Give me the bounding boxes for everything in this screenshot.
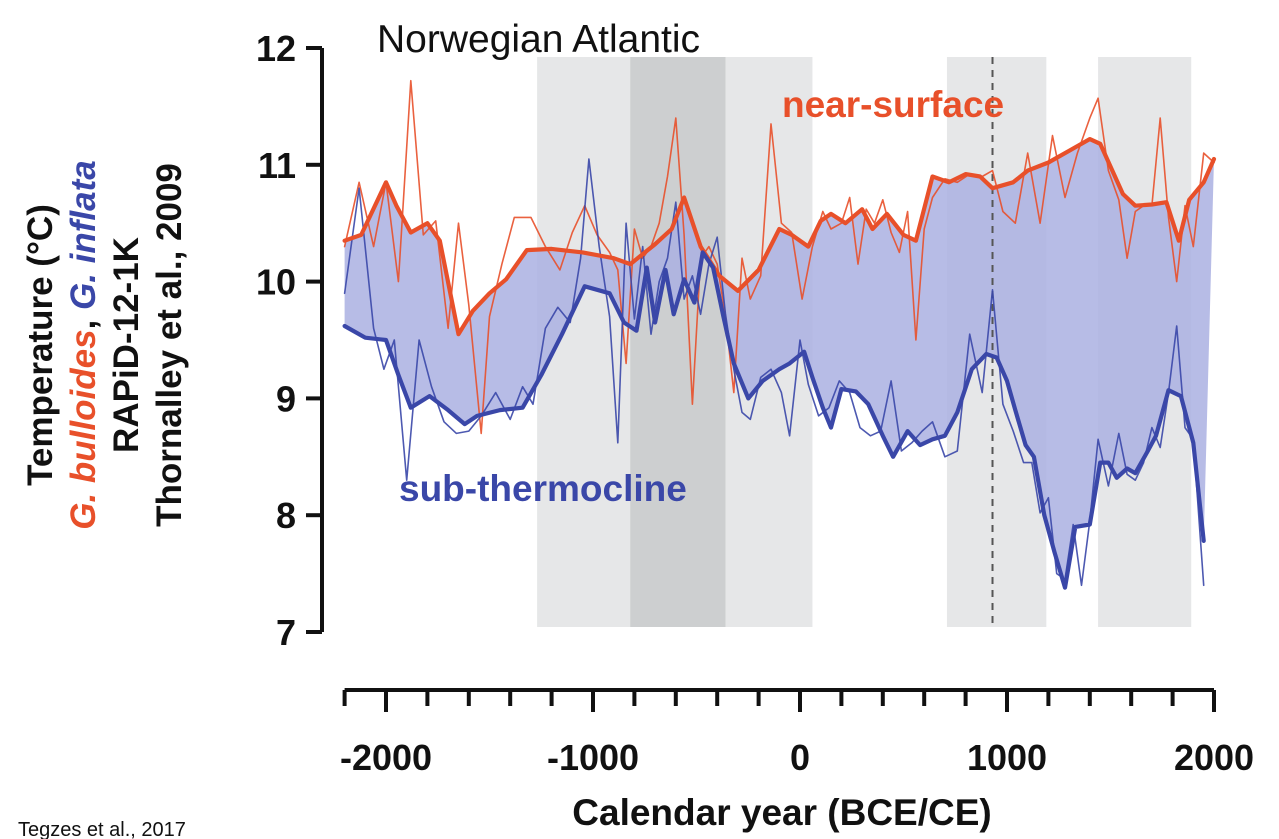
x-tick-label--2000: -2000 — [340, 737, 432, 778]
species-inflata: G. inflata — [64, 160, 103, 310]
series-lines — [342, 79, 1217, 590]
y-tick-label-11: 11 — [258, 145, 296, 186]
y-axis: 7 8 9 10 11 12 — [256, 28, 324, 653]
y-tick-label-7: 7 — [276, 612, 296, 653]
y-tick-label-10: 10 — [256, 262, 296, 303]
species-separator: , — [64, 310, 103, 329]
y-tick-label-8: 8 — [276, 495, 296, 536]
series-line-near-surface-smoothed — [342, 137, 1217, 337]
sub-thermocline-label: sub-thermocline — [399, 468, 687, 509]
x-axis-title: Calendar year (BCE/CE) — [572, 792, 991, 833]
y-axis-title-line3: RAPiD-12-1K — [107, 237, 146, 453]
x-tick-label-0: 0 — [790, 737, 810, 778]
y-axis-title-line2: G. bulloides, G. inflata — [64, 160, 103, 530]
series-line-sub-thermocline-smoothed — [342, 250, 1206, 590]
y-axis-title-line4: Thornalley et al., 2009 — [150, 163, 189, 527]
y-tick-label-12: 12 — [256, 28, 296, 69]
x-axis: -2000 -1000 0 1000 2000 — [340, 688, 1254, 778]
chart-title: Norwegian Atlantic — [377, 18, 700, 61]
x-tick-label-2000: 2000 — [1174, 737, 1254, 778]
source-credit: Tegzes et al., 2017 — [18, 819, 186, 839]
species-bulloides: G. bulloides — [64, 329, 103, 529]
y-axis-title-line1: Temperature (°C) — [21, 204, 60, 486]
series-line-near-surface-raw — [343, 79, 1215, 435]
x-tick-label-1000: 1000 — [967, 737, 1047, 778]
series-line-sub-thermocline-raw — [343, 158, 1205, 587]
y-tick-label-9: 9 — [276, 378, 296, 419]
x-tick-label--1000: -1000 — [547, 737, 639, 778]
near-surface-label: near-surface — [782, 84, 1004, 125]
y-axis-title-block: Temperature (°C) G. bulloides, G. inflat… — [21, 160, 189, 530]
